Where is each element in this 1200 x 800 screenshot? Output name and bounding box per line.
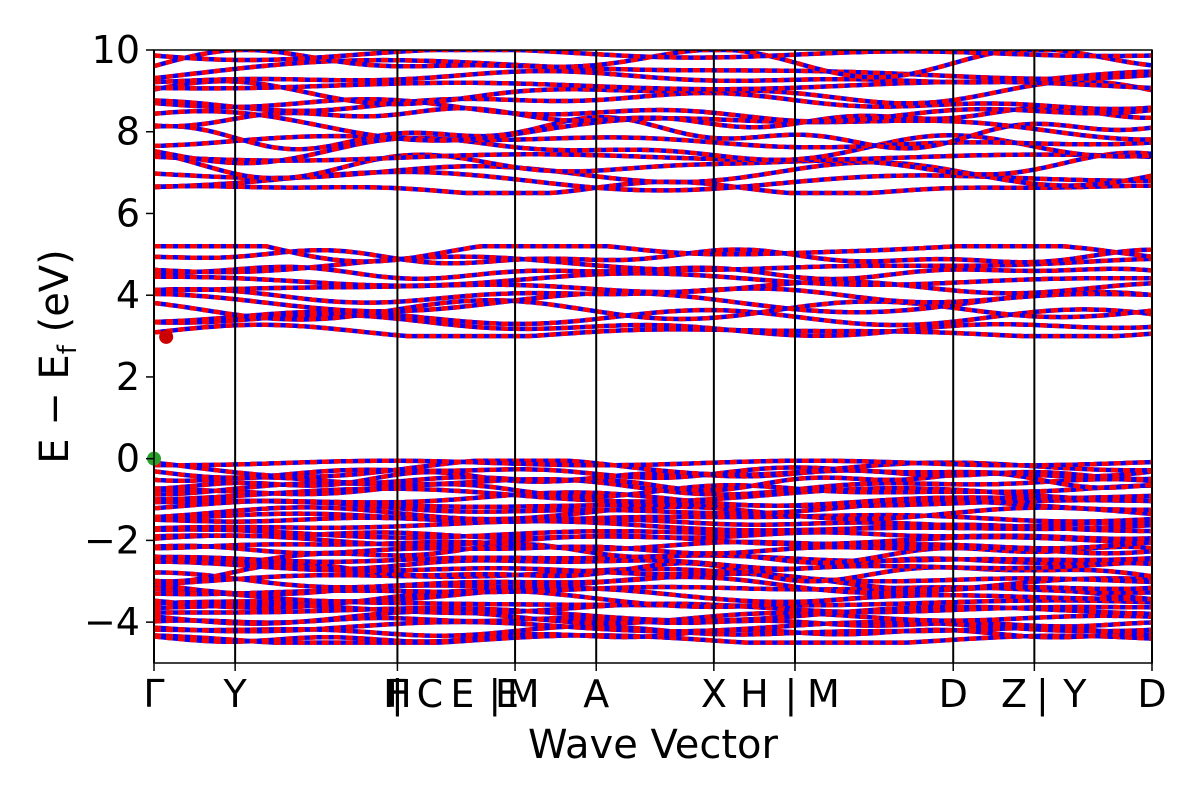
x-tick-label: A xyxy=(583,672,609,716)
band-line-up xyxy=(154,322,1152,339)
band-line-up xyxy=(154,598,1152,608)
y-axis: 10 8 6 4 2 0 −2 −4 xyxy=(84,28,154,644)
x-tick-label: X xyxy=(701,672,727,716)
band-line-up xyxy=(154,279,1152,296)
x-tick-label: Γ xyxy=(143,672,164,716)
y-tick-label: 10 xyxy=(92,28,140,72)
band-line-up xyxy=(154,623,1152,638)
y-axis-title: E − Ef (eV) xyxy=(32,249,83,464)
band-line-up xyxy=(154,504,1152,522)
x-tick-label: M xyxy=(807,672,840,716)
y-tick-label: 4 xyxy=(116,273,140,317)
x-tick-label: Y xyxy=(1062,672,1087,716)
extremum-marker xyxy=(159,329,174,344)
high-symmetry-lines xyxy=(153,50,1153,663)
band-line-up xyxy=(154,133,1152,150)
band-line-up xyxy=(154,615,1152,629)
x-tick-label: H xyxy=(740,672,769,716)
band-line-up xyxy=(154,530,1152,542)
x-tick-label: | xyxy=(785,672,798,717)
band-line-up xyxy=(154,50,1152,63)
band-line-up xyxy=(154,619,1152,634)
y-tick-label: −2 xyxy=(84,518,140,562)
band-line-up xyxy=(154,57,1152,82)
band-line-up xyxy=(154,566,1152,587)
band-lines xyxy=(154,50,1152,645)
band-line-down xyxy=(154,298,1152,322)
x-axis: Γ Y HF| C E |EM A X H | M D Z | Y D xyxy=(143,663,1167,717)
band-line-up xyxy=(154,97,1152,124)
y-tick-label: 2 xyxy=(116,355,140,399)
band-line-down xyxy=(154,105,1152,130)
band-line-up xyxy=(154,254,1152,275)
band-line-up xyxy=(154,312,1152,339)
x-tick-label: D xyxy=(939,672,968,716)
x-tick-label: M xyxy=(507,672,540,716)
band-line-up xyxy=(154,539,1152,552)
y-tick-label: 0 xyxy=(116,437,140,481)
band-line-up xyxy=(154,601,1152,616)
band-line-up xyxy=(154,307,1152,328)
band-line-up xyxy=(154,476,1152,497)
x-tick-label: Z xyxy=(1001,672,1027,716)
x-tick-label: Y xyxy=(223,672,248,716)
band-line-up xyxy=(154,243,1152,264)
band-line-up xyxy=(154,264,1152,282)
x-tick-label: | xyxy=(488,672,501,717)
band-line-up xyxy=(154,481,1152,499)
band-line-up xyxy=(154,588,1152,611)
x-axis-title: Wave Vector xyxy=(528,722,779,768)
band-line-up xyxy=(154,511,1152,524)
band-line-up xyxy=(154,609,1152,626)
band-line-up xyxy=(154,458,1152,468)
x-tick-label: F xyxy=(386,672,408,716)
x-tick-label: | xyxy=(391,672,404,717)
x-tick-label: | xyxy=(1036,672,1049,717)
band-line-up xyxy=(154,515,1152,529)
band-line-up xyxy=(154,79,1152,107)
band-line-up xyxy=(154,179,1152,196)
band-line-up xyxy=(154,465,1152,481)
y-tick-label: 6 xyxy=(116,191,140,235)
band-line-up xyxy=(154,559,1152,577)
band-line-up xyxy=(154,570,1152,592)
band-line-up xyxy=(154,247,1152,266)
band-line-up xyxy=(154,633,1152,645)
band-line-up xyxy=(154,553,1152,565)
x-tick-label: D xyxy=(1137,672,1166,716)
band-line-up xyxy=(154,627,1152,644)
band-line-up xyxy=(154,90,1152,114)
plot-frame xyxy=(153,49,1153,664)
band-line-up xyxy=(154,133,1152,166)
band-line-up xyxy=(154,68,1152,85)
x-tick-label: E xyxy=(495,672,519,716)
band-line-up xyxy=(154,498,1152,510)
x-tick-label: H xyxy=(383,672,412,716)
band-line-up xyxy=(154,150,1152,181)
y-axis-title-unit: (eV) xyxy=(32,249,78,345)
x-tick-label: E xyxy=(450,672,474,716)
y-axis-title-subscript: f xyxy=(53,344,83,354)
band-line-up xyxy=(154,271,1152,288)
band-line-up xyxy=(154,490,1152,508)
y-tick-label: −4 xyxy=(84,600,140,644)
extrema-markers xyxy=(147,329,174,466)
band-line-up xyxy=(154,152,1152,163)
y-tick-label: 8 xyxy=(116,110,140,154)
x-tick-label: C xyxy=(417,672,444,716)
y-axis-title-main: E − E xyxy=(32,354,78,464)
band-line-up xyxy=(154,286,1152,305)
band-line-up xyxy=(154,114,1152,152)
